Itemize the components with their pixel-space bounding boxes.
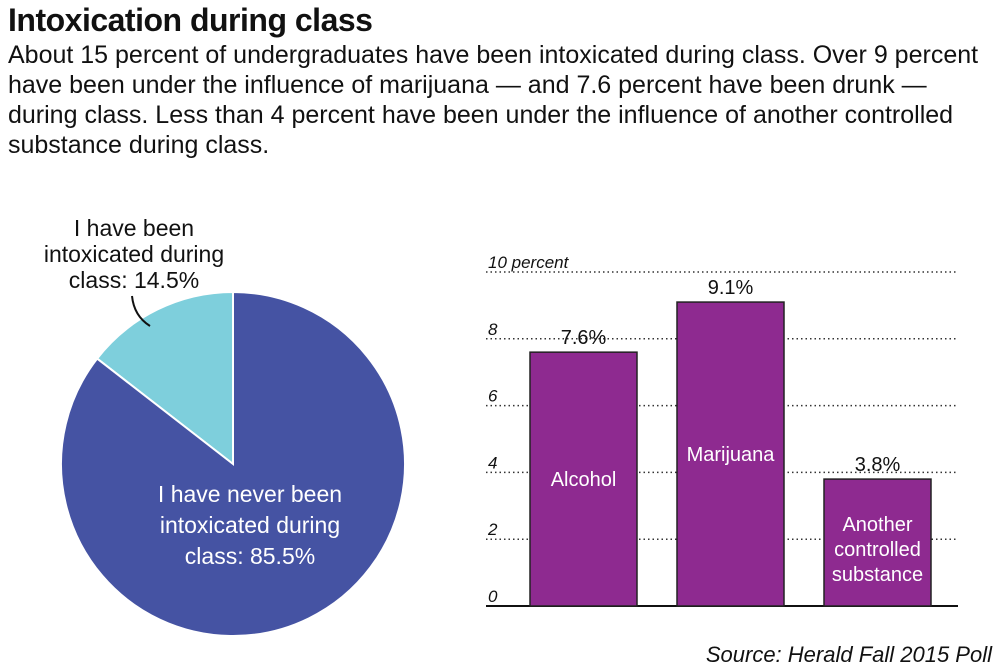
pie-chart: I have been intoxicated during class: 14.5… xyxy=(44,215,406,637)
bar-alcohol xyxy=(529,351,638,607)
bar-category-label: Marijuana xyxy=(687,444,776,466)
y-tick-label: 4 xyxy=(488,453,497,472)
bar-category-label: Alcohol xyxy=(551,469,617,491)
chart-title: Intoxication during class xyxy=(8,2,373,38)
source-note: Source: Herald Fall 2015 Poll xyxy=(705,642,992,667)
bar-another-controlled-substance xyxy=(823,478,932,607)
y-tick-label: 2 xyxy=(487,520,498,539)
bar-value-label: 9.1% xyxy=(708,277,754,299)
pie-slice-never-intoxicated xyxy=(60,290,406,637)
pie-leader-line xyxy=(131,295,151,327)
bar-value-label: 7.6% xyxy=(561,327,607,349)
pie-slice-intoxicated xyxy=(95,290,234,467)
y-tick-label: 6 xyxy=(488,387,498,406)
y-tick-label: 10 percent xyxy=(488,253,570,272)
y-tick-label: 8 xyxy=(488,320,498,339)
chart-subtitle: About 15 percent of undergraduates have … xyxy=(8,41,979,159)
bar-chart: 0 2 4 6 8 10 percent 7.6% Alcohol 9.1% Marijuana 3… xyxy=(486,253,958,607)
y-tick-label: 0 xyxy=(488,587,498,606)
bar-marijuana xyxy=(676,301,785,607)
pie-label-intoxicated: I have been intoxicated during class: 14.5… xyxy=(44,215,224,293)
bar-value-label: 3.8% xyxy=(855,454,901,476)
bar-category-label: Another controlled substance xyxy=(832,514,923,586)
pie-label-never-intoxicated: I have never been intoxicated during class… xyxy=(158,481,342,569)
